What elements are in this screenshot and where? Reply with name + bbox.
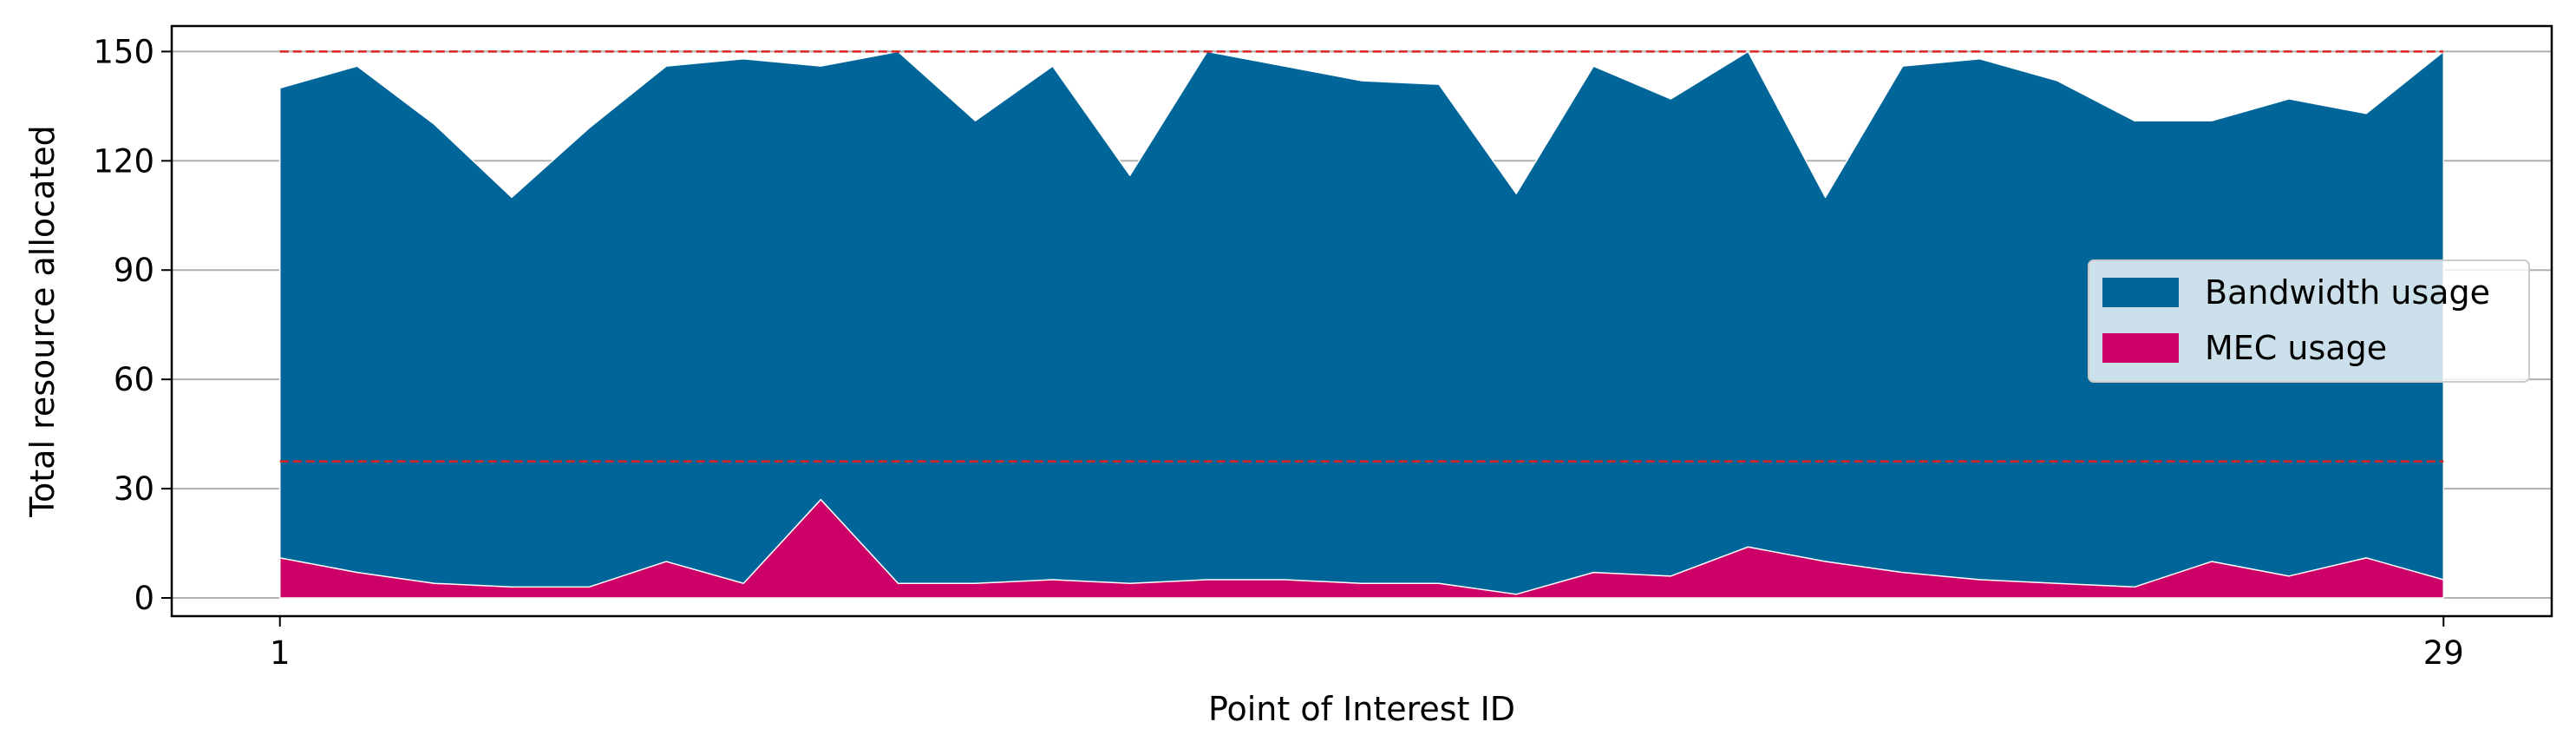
area-mec-usage	[278, 498, 2445, 599]
axis-ticks: 0 30 60 90 120 150 1 29	[93, 33, 2463, 672]
legend-swatch-bandwidth	[2102, 278, 2179, 307]
y-axis-label: Total resource allocated	[23, 125, 62, 518]
legend: Bandwidth usage MEC usage	[2088, 259, 2530, 383]
reference-lines	[279, 50, 2444, 463]
plot-frame	[170, 24, 2553, 618]
x-tick-label-29: 29	[2423, 634, 2464, 672]
legend-label-bandwidth: Bandwidth usage	[2205, 273, 2490, 312]
y-tick-label-30: 30	[114, 470, 154, 508]
y-tick-label-0: 0	[134, 580, 154, 617]
legend-label-mec: MEC usage	[2205, 329, 2387, 367]
y-tick-label-60: 60	[114, 361, 154, 398]
x-axis-label: Point of Interest ID	[1208, 690, 1515, 728]
y-tick-label-90: 90	[114, 252, 154, 289]
y-tick-label-120: 120	[93, 142, 154, 180]
legend-swatch-mec	[2102, 333, 2179, 363]
y-tick-label-150: 150	[93, 33, 154, 70]
legend-box	[2088, 259, 2530, 383]
x-tick-label-1: 1	[270, 634, 291, 672]
